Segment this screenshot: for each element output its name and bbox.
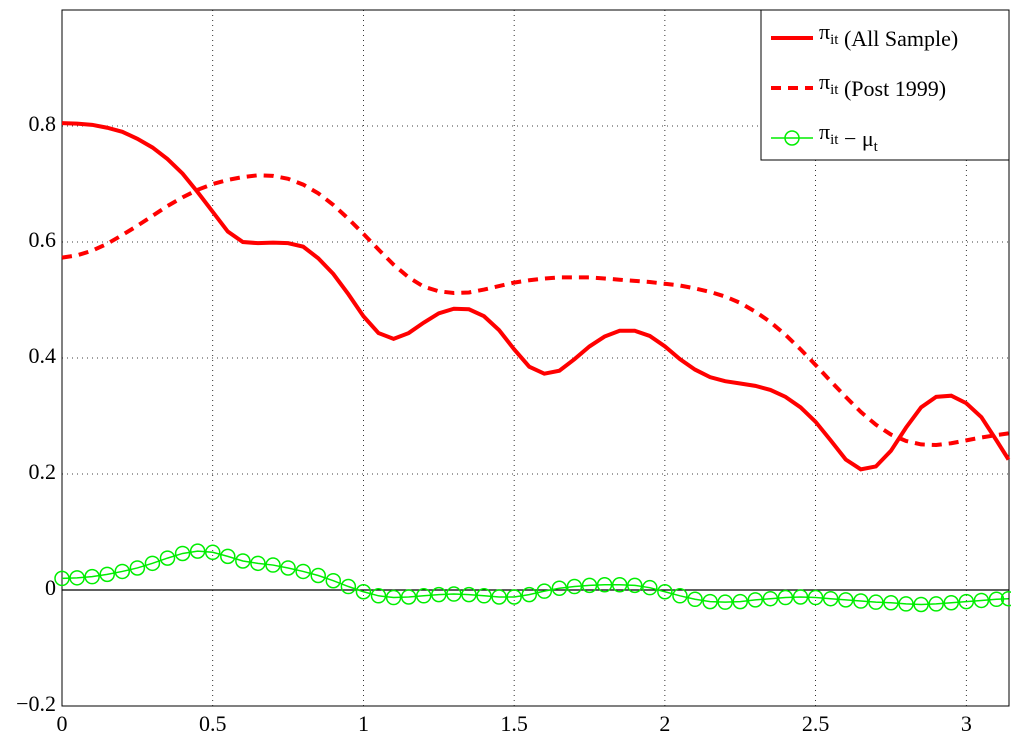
- y-tick-label: −0.2: [16, 691, 56, 716]
- series-marker: [792, 589, 809, 605]
- x-tick-label: 0.5: [199, 711, 227, 736]
- series-marker: [626, 577, 643, 594]
- series-marker: [853, 593, 869, 609]
- series-marker: [446, 586, 462, 602]
- legend-box: [760, 9, 1010, 161]
- series-marker: [521, 586, 537, 603]
- series-marker: [1000, 590, 1011, 607]
- x-tick-label: 0: [57, 711, 68, 736]
- y-tick-label: 0.6: [29, 227, 57, 252]
- series-marker: [988, 591, 1005, 608]
- series-marker: [687, 591, 703, 608]
- x-tick-label: 2: [659, 711, 670, 736]
- series-marker: [898, 596, 914, 612]
- series-marker: [235, 553, 251, 569]
- series-marker: [129, 560, 146, 576]
- series-marker: [54, 570, 70, 587]
- x-tick-label: 2.5: [802, 711, 830, 736]
- series-marker: [943, 595, 959, 611]
- y-tick-label: 0.8: [29, 111, 57, 136]
- series-marker: [807, 589, 824, 606]
- series-marker: [642, 579, 658, 596]
- series-marker: [973, 592, 990, 609]
- series-marker: [355, 583, 372, 600]
- y-tick-label: 0.2: [29, 459, 57, 484]
- series-marker: [913, 596, 929, 613]
- series-marker: [596, 577, 613, 593]
- series-marker: [99, 566, 115, 583]
- series-marker: [476, 588, 492, 604]
- series-marker: [551, 580, 568, 597]
- y-tick-label: 0: [45, 575, 56, 600]
- series-marker: [822, 590, 839, 607]
- series-marker: [280, 560, 296, 576]
- legend-label: πit − μt: [819, 119, 879, 155]
- series-marker: [174, 545, 191, 562]
- series-marker: [385, 589, 402, 606]
- series-marker: [672, 588, 688, 604]
- legend-label: πit (Post 1999): [819, 69, 946, 101]
- series-marker: [220, 548, 236, 565]
- series-marker: [657, 583, 673, 600]
- series-marker: [114, 563, 131, 580]
- series-marker: [84, 568, 100, 585]
- series-marker: [506, 589, 522, 605]
- x-tick-label: 3: [961, 711, 972, 736]
- series-marker: [159, 550, 176, 566]
- series-line: [61, 121, 1011, 472]
- series-marker: [325, 572, 342, 589]
- series-marker: [702, 593, 718, 610]
- series-marker: [837, 592, 854, 608]
- series-marker: [747, 592, 764, 608]
- series-marker: [868, 594, 884, 610]
- series-marker: [400, 589, 417, 605]
- series-marker: [310, 567, 326, 584]
- x-tick-label: 1.5: [500, 711, 528, 736]
- series-marker: [144, 555, 161, 572]
- series-marker: [431, 586, 447, 603]
- series-marker: [370, 588, 387, 604]
- series-marker: [581, 577, 598, 594]
- legend-label: πit (All Sample): [819, 19, 958, 51]
- series-marker: [611, 577, 628, 593]
- series-line: [61, 173, 1009, 448]
- series-marker: [732, 593, 748, 610]
- series-marker: [883, 595, 899, 611]
- x-tick-label: 1: [358, 711, 369, 736]
- series-marker: [69, 570, 85, 586]
- plot-frame: [61, 9, 1010, 707]
- series-marker: [265, 557, 281, 573]
- series-marker: [566, 578, 583, 595]
- series-marker: [928, 596, 944, 612]
- y-tick-label: 0.4: [29, 343, 57, 368]
- series-marker: [958, 593, 975, 610]
- series-marker: [189, 543, 206, 559]
- series-marker: [461, 586, 477, 603]
- series-marker: [777, 589, 794, 606]
- series-marker: [536, 583, 553, 599]
- legend-marker: [784, 130, 800, 146]
- series-marker: [717, 594, 733, 610]
- series-marker: [415, 588, 432, 604]
- series-marker: [340, 578, 357, 595]
- series-marker: [204, 544, 221, 561]
- series-marker: [295, 563, 311, 580]
- series-marker: [491, 589, 507, 605]
- series-marker: [762, 590, 779, 607]
- series-marker: [250, 555, 266, 572]
